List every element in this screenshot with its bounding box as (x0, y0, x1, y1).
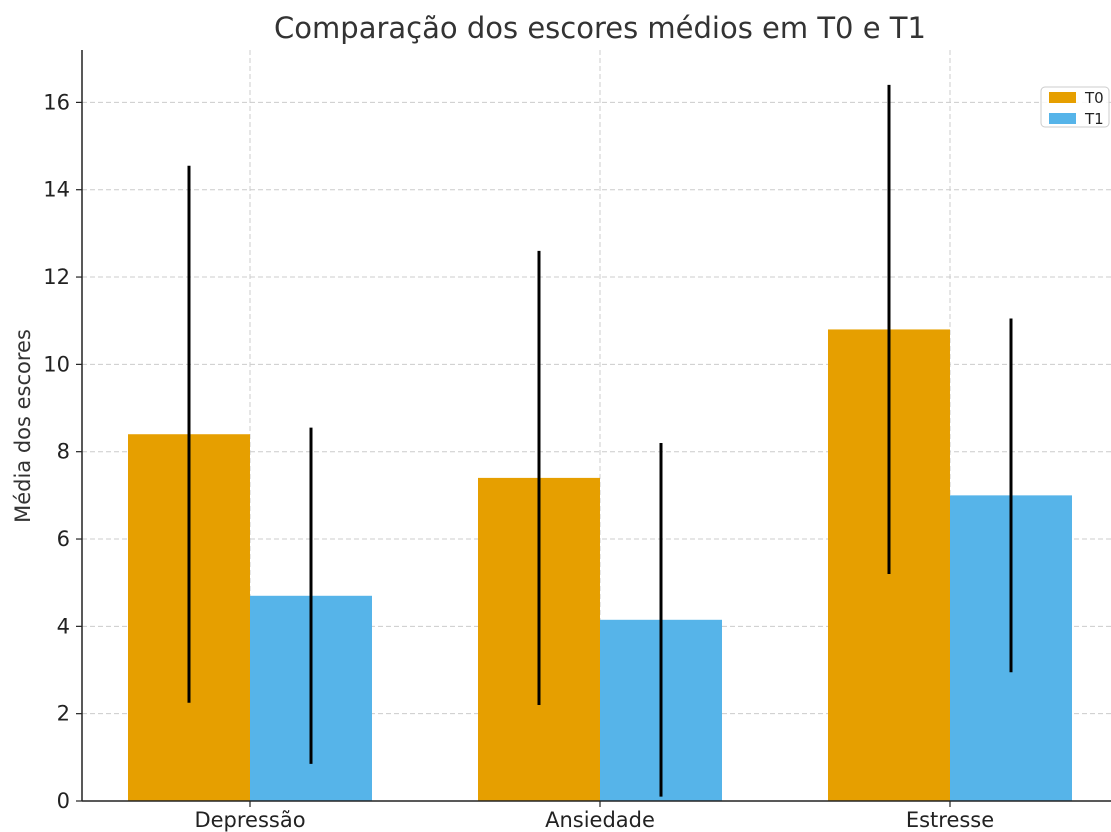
y-tick-label: 4 (57, 614, 70, 638)
legend-swatch-t1 (1049, 113, 1076, 124)
y-tick-label: 10 (43, 352, 70, 376)
x-tick-label: Depressão (194, 808, 305, 832)
y-tick-label: 2 (57, 702, 70, 726)
legend-swatch-t0 (1049, 92, 1076, 103)
bars (128, 329, 1072, 801)
y-tick-label: 16 (43, 90, 70, 114)
ticks: 0 2 4 6 8 10 12 14 16 Depressão Ansiedade Estresse (43, 90, 994, 832)
legend-label-t1: T1 (1084, 110, 1104, 128)
y-tick-label: 12 (43, 265, 70, 289)
y-axis-label: Média dos escores (11, 329, 35, 523)
y-tick-label: 6 (57, 527, 70, 551)
y-tick-label: 14 (43, 178, 70, 202)
y-tick-label: 0 (57, 789, 70, 813)
axes (81, 50, 1111, 802)
x-tick-label: Ansiedade (545, 808, 655, 832)
x-tick-label: Estresse (906, 808, 994, 832)
chart-title: Comparação dos escores médios em T0 e T1 (274, 11, 926, 45)
error-bars (187, 84, 1013, 797)
legend-label-t0: T0 (1084, 89, 1104, 107)
y-tick-label: 8 (57, 440, 70, 464)
